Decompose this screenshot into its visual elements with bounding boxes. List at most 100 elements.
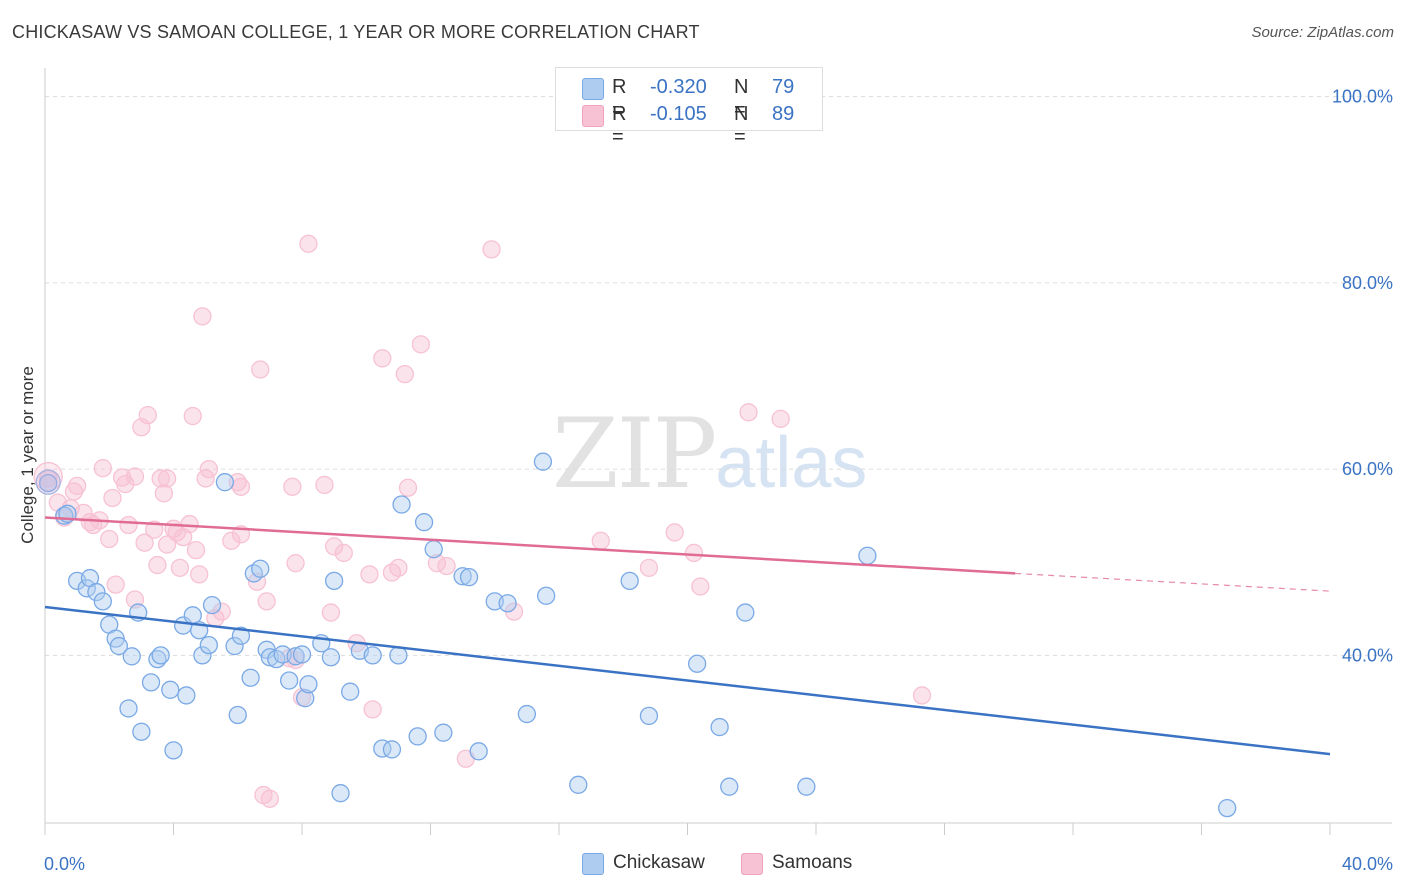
legend-n-label: N = — [734, 103, 749, 148]
samoans-point — [186, 540, 206, 560]
samoans-point — [360, 565, 379, 584]
legend-r-value: -0.320 — [650, 76, 707, 98]
chickasaw-point — [241, 668, 260, 687]
chickasaw-point — [39, 473, 58, 493]
samoans-point — [157, 535, 177, 554]
samoans-point — [389, 558, 408, 577]
chickasaw-point — [141, 673, 161, 692]
samoans-point — [67, 476, 87, 496]
chickasaw-point — [87, 582, 106, 602]
samoans-point — [74, 503, 93, 523]
legend-n-label: N = — [734, 76, 749, 121]
chickasaw-point — [517, 704, 537, 724]
chickasaw-point — [389, 646, 408, 665]
samoans-swatch — [741, 853, 763, 875]
chickasaw-point — [620, 571, 639, 591]
chickasaw-legend-label: Chickasaw — [613, 852, 705, 873]
chickasaw-point — [710, 717, 729, 737]
chickasaw-point — [1218, 798, 1237, 818]
samoans-point — [315, 475, 334, 495]
axes — [44, 68, 1392, 835]
samoans-point — [286, 554, 305, 573]
samoans-point — [93, 459, 112, 478]
samoans-point — [411, 335, 431, 354]
samoans-point — [912, 686, 932, 705]
chickasaw-point — [424, 540, 443, 559]
chickasaw-point — [299, 675, 318, 694]
y-tick-label: 40.0% — [1342, 645, 1393, 665]
chickasaw-point — [341, 682, 360, 701]
chickasaw-swatch — [582, 853, 604, 875]
chickasaw-point — [164, 741, 183, 760]
chickasaw-point — [373, 739, 392, 758]
samoans-point — [691, 577, 710, 596]
chickasaw-point — [687, 654, 707, 673]
samoans-point — [639, 558, 659, 577]
chickasaw-point — [736, 603, 755, 622]
chickasaw-point — [321, 648, 341, 667]
samoans-point — [151, 469, 170, 488]
samoans-point — [125, 467, 145, 486]
samoans-point — [739, 403, 758, 422]
samoans-point — [100, 529, 119, 549]
samoans-point — [771, 409, 790, 428]
samoans-point — [193, 307, 212, 326]
samoans-point — [157, 469, 177, 488]
samoans-point — [251, 360, 270, 379]
chickasaw-point — [109, 636, 129, 656]
chickasaw-point — [251, 559, 270, 578]
chickasaw-point — [537, 586, 556, 605]
chickasaw-point — [292, 645, 312, 664]
chickasaw-point — [199, 635, 218, 655]
samoans-point — [154, 484, 174, 503]
samoans-point — [665, 523, 684, 542]
chickasaw-point — [459, 568, 479, 587]
samoans-trend-extension — [1015, 572, 1331, 592]
chickasaw-point — [331, 784, 350, 803]
samoans-point — [299, 234, 318, 253]
chickasaw-point — [231, 626, 251, 645]
chickasaw-point — [93, 592, 112, 611]
chickasaw-point — [414, 513, 434, 532]
samoans-point — [363, 700, 382, 719]
samoans-point — [321, 603, 341, 622]
chickasaw-point — [296, 689, 315, 708]
chickasaw-point — [35, 469, 61, 495]
chickasaw-point — [119, 699, 138, 718]
samoans-point — [183, 406, 202, 426]
chickasaw-point — [408, 727, 427, 746]
chickasaw-points — [35, 452, 1237, 818]
chickasaw-swatch — [582, 78, 604, 100]
x-tick-label: 40.0% — [1342, 854, 1393, 874]
samoans-point — [283, 477, 302, 496]
chickasaw-point — [498, 594, 517, 613]
chickasaw-point — [533, 452, 553, 471]
samoans-point — [257, 592, 276, 611]
chickasaw-point — [132, 722, 151, 741]
samoans-point — [103, 488, 122, 508]
samoans-point — [395, 364, 414, 384]
chickasaw-point — [324, 571, 344, 591]
chickasaw-point — [392, 495, 411, 514]
chickasaw-point — [215, 473, 235, 492]
chickasaw-point — [177, 686, 196, 705]
samoans-point — [33, 461, 63, 492]
samoans-swatch — [582, 105, 604, 127]
samoans-point — [222, 531, 241, 550]
chickasaw-point — [77, 579, 96, 598]
y-tick-label: 60.0% — [1342, 459, 1393, 479]
chickasaw-point — [122, 647, 141, 666]
chickasaw-point — [639, 706, 659, 726]
samoans-point — [145, 520, 164, 539]
chickasaw-point — [228, 705, 247, 725]
chickasaw-point — [434, 723, 453, 742]
samoans-point — [684, 543, 704, 563]
chickasaw-point — [363, 646, 382, 665]
watermark-zip: ZIP — [552, 398, 717, 510]
samoans-legend-label: Samoans — [772, 852, 853, 873]
chickasaw-point — [193, 646, 212, 665]
chart-title: CHICKASAW VS SAMOAN COLLEGE, 1 YEAR OR M… — [12, 22, 700, 42]
samoans-point — [437, 556, 456, 576]
samoans-point — [260, 789, 280, 808]
